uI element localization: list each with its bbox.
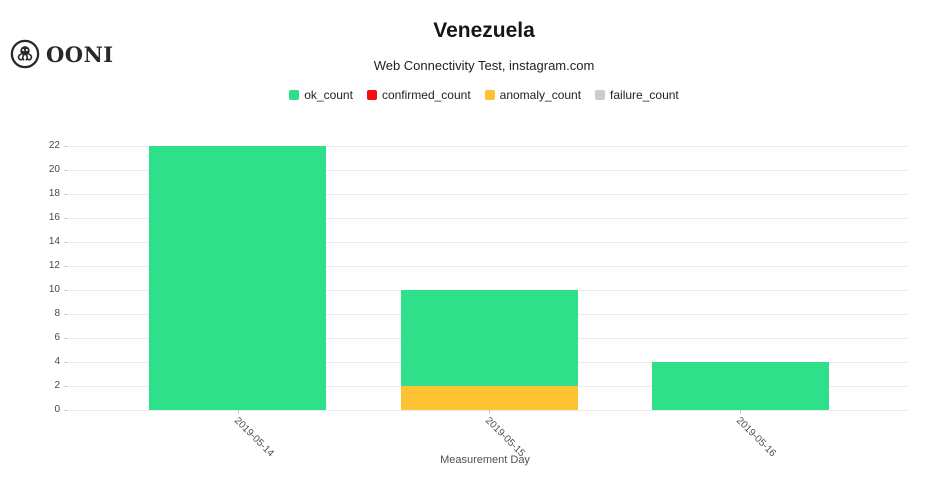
y-tick-label: 14 <box>48 236 60 247</box>
legend-item-failure_count[interactable]: failure_count <box>595 88 679 102</box>
y-tick-label: 20 <box>48 164 60 175</box>
legend-label: anomaly_count <box>499 88 582 102</box>
y-tick-mark <box>64 410 68 411</box>
legend-swatch-icon <box>595 90 606 100</box>
x-tick-label: 2019-05-14 <box>231 415 276 460</box>
y-tick-mark <box>64 362 68 363</box>
y-tick-mark <box>64 218 68 219</box>
y-tick-label: 8 <box>54 308 60 319</box>
legend-swatch-icon <box>289 90 300 100</box>
chart-subtitle: Web Connectivity Test, instagram.com <box>373 58 595 74</box>
y-tick-mark <box>64 194 68 195</box>
legend-label: ok_count <box>304 88 353 102</box>
y-tick-label: 16 <box>48 212 60 223</box>
bar-segment-ok_count[interactable] <box>651 362 829 410</box>
x-tick-label: 2019-05-16 <box>734 415 779 460</box>
y-tick-mark <box>64 314 68 315</box>
ooni-logo-text: OONI <box>46 41 114 67</box>
y-tick-mark <box>64 170 68 171</box>
x-tick-mark <box>489 410 490 414</box>
y-tick-label: 6 <box>54 332 60 343</box>
y-tick-mark <box>64 266 68 267</box>
y-gridline <box>70 170 908 171</box>
legend-label: confirmed_count <box>381 88 471 102</box>
y-tick-label: 12 <box>48 260 60 271</box>
y-gridline <box>70 242 908 243</box>
ooni-logo: OONI <box>10 39 114 69</box>
legend-item-confirmed_count[interactable]: confirmed_count <box>366 88 471 102</box>
legend-swatch-icon <box>366 90 377 100</box>
bar-segment-anomaly_count[interactable] <box>400 386 578 410</box>
legend-item-anomaly_count[interactable]: anomaly_count <box>484 88 582 102</box>
ooni-octopus-icon <box>10 39 40 69</box>
y-tick-label: 18 <box>48 188 60 199</box>
chart-title: Venezuela <box>433 19 535 42</box>
y-tick-label: 4 <box>54 356 60 367</box>
y-gridline <box>70 194 908 195</box>
bar-segment-ok_count[interactable] <box>400 290 578 386</box>
chart-header: Venezuela Web Connectivity Test, instagr… <box>32 18 936 73</box>
y-gridline <box>70 266 908 267</box>
plot-area: Measurement Day 0 2 4 6 8 10 12 14 16 18 20 22 2019-… <box>49 141 908 466</box>
chart-legend: ok_count confirmed_count anomaly_count fail… <box>32 88 936 102</box>
y-tick-label: 10 <box>48 284 60 295</box>
x-tick-mark <box>237 410 239 414</box>
y-tick-mark <box>64 338 68 339</box>
y-tick-mark <box>64 386 68 387</box>
x-tick-label: 2019-05-15 <box>482 415 527 460</box>
x-axis-title: Measurement Day <box>440 454 530 466</box>
y-tick-mark <box>64 146 68 147</box>
y-tick-label: 0 <box>54 404 60 415</box>
y-gridline <box>70 146 908 147</box>
legend-item-ok_count[interactable]: ok_count <box>289 88 353 102</box>
x-tick-mark <box>740 410 742 414</box>
bar-segment-ok_count[interactable] <box>149 146 327 410</box>
y-tick-mark <box>64 290 68 291</box>
y-tick-label: 2 <box>54 380 60 391</box>
y-gridline <box>70 218 908 219</box>
legend-swatch-icon <box>484 90 495 100</box>
y-tick-label: 22 <box>48 140 60 151</box>
y-tick-mark <box>64 242 68 243</box>
legend-label: failure_count <box>610 88 679 102</box>
